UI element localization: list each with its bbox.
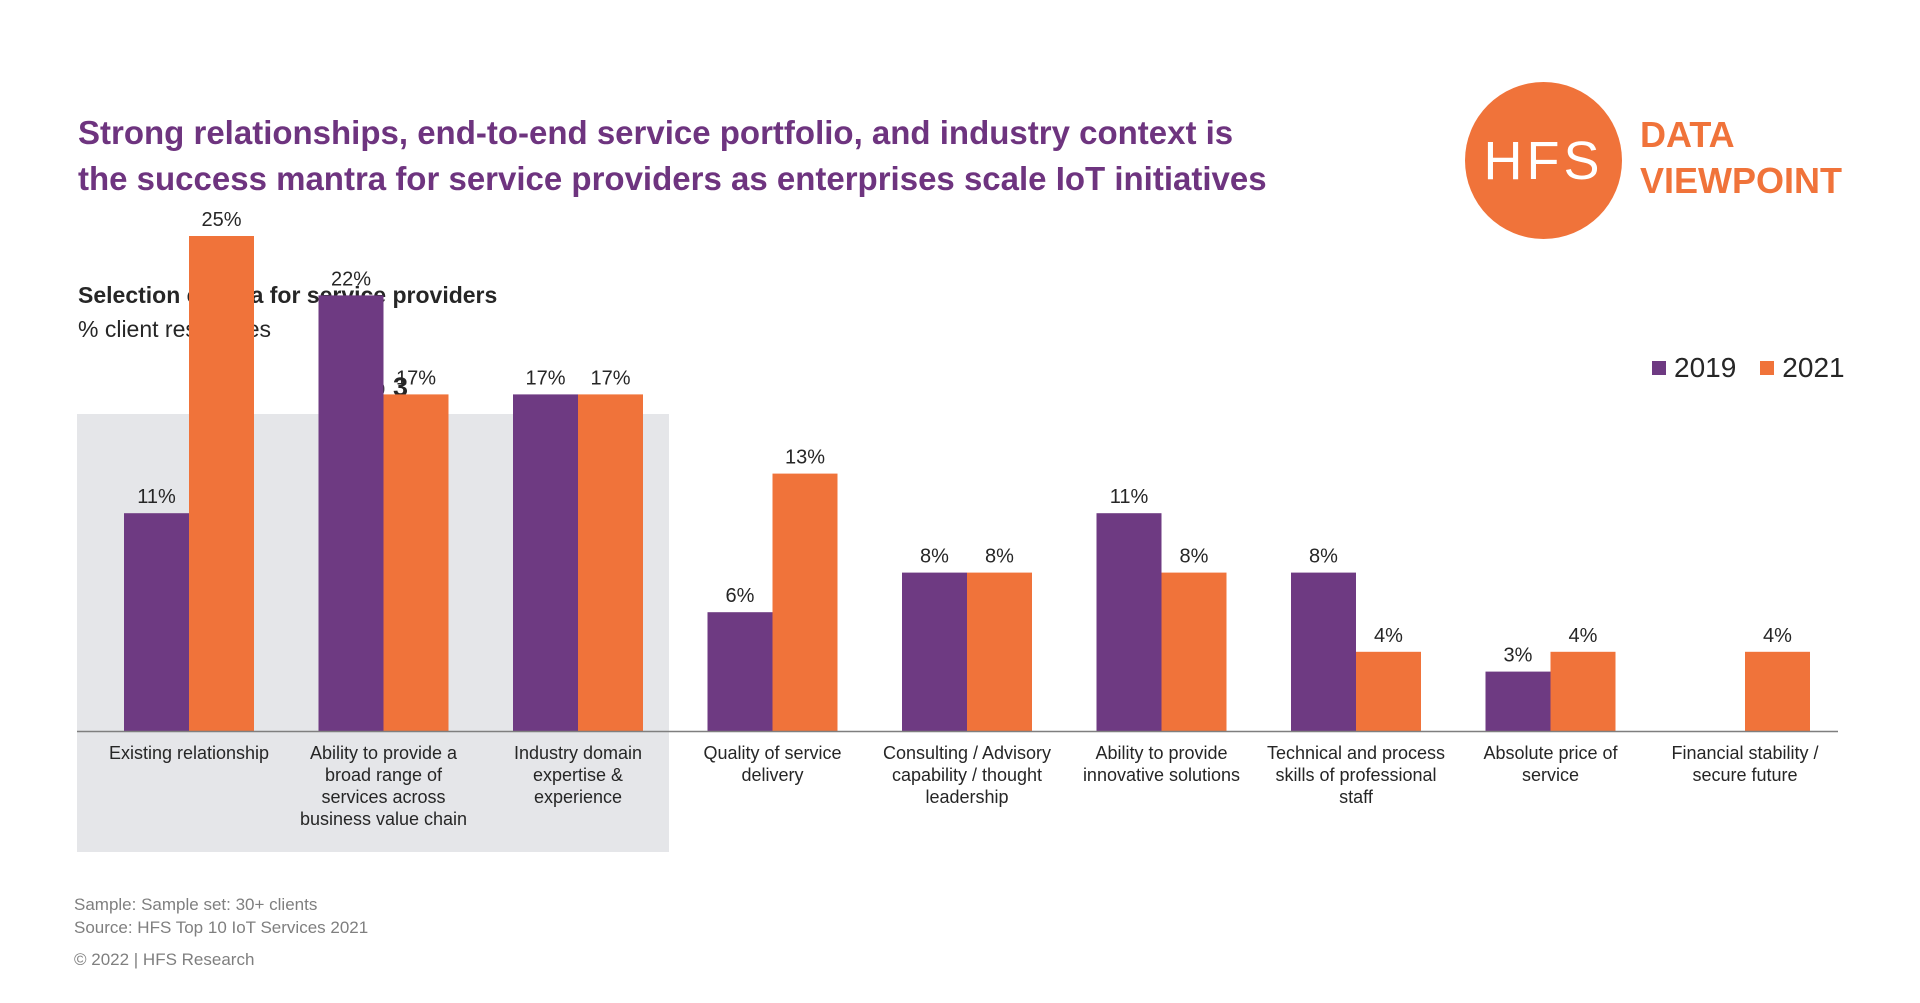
bar-2019-7: [1291, 572, 1356, 731]
legend-label-2019: 2019: [1674, 352, 1737, 383]
category-label-line: innovative solutions: [1082, 765, 1241, 785]
data-label-2019-6: 11%: [1110, 486, 1149, 508]
category-label-line: broad range of: [324, 765, 443, 785]
hfs-logo: HFS: [1465, 82, 1622, 239]
data-label-2019-7: 8%: [1309, 546, 1338, 568]
bar-2021-6: [1161, 572, 1227, 731]
category-label-line: leadership: [925, 787, 1009, 807]
category-label-7: Technical and process skills of professio…: [1264, 742, 1448, 808]
legend-item-2019: 2019: [1652, 352, 1736, 384]
data-label-2021-3: 17%: [590, 367, 630, 389]
category-label-line: capability / thought: [891, 765, 1043, 785]
bar-2019-3: [513, 394, 578, 731]
data-label-2021-2: 17%: [396, 367, 436, 389]
data-label-2019-3: 17%: [525, 367, 565, 389]
category-label-line: secure future: [1692, 765, 1798, 785]
category-label-line: Industry domain: [513, 743, 643, 763]
category-label-line: service: [1521, 765, 1579, 785]
bar-2021-9: [1745, 651, 1810, 731]
bar-2021-1: [189, 236, 254, 731]
bar-2021-4: [772, 473, 838, 731]
legend-item-2021: 2021: [1760, 352, 1845, 384]
bar-2019-5: [902, 572, 967, 731]
data-label-2019-2: 22%: [331, 268, 371, 290]
data-label-2021-1: 25%: [201, 209, 241, 231]
category-label-line: delivery: [741, 765, 804, 785]
category-label-2: Ability to provide a broad range of servic…: [292, 742, 476, 830]
bar-2019-2: [318, 295, 384, 731]
bar-2019-4: [707, 612, 773, 731]
category-label-line: business value chain: [299, 809, 468, 829]
data-label-2021-7: 4%: [1374, 625, 1403, 647]
category-label-line: Absolute price of: [1483, 743, 1618, 763]
chart-legend: 2019 2021: [1652, 352, 1859, 384]
category-label-line: Quality of service: [703, 743, 842, 763]
data-label-2019-8: 3%: [1504, 645, 1533, 667]
bar-2019-6: [1096, 513, 1162, 731]
data-viewpoint-tag: DATA VIEWPOINT: [1640, 112, 1842, 204]
legend-label-2021: 2021: [1782, 352, 1845, 383]
data-label-2021-9: 4%: [1763, 625, 1792, 647]
category-label-line: skills of professional: [1275, 765, 1437, 785]
chart-title: Selection criteria for service providers: [78, 282, 498, 308]
category-label-line: staff: [1339, 787, 1373, 807]
headline-line-1: Strong relationships, end-to-end service…: [78, 114, 1234, 151]
bar-2021-3: [578, 394, 643, 731]
bar-2021-2: [383, 394, 449, 731]
data-label-2019-4: 6%: [726, 585, 755, 607]
category-label-line: services across: [321, 787, 446, 807]
bar-2021-7: [1356, 651, 1421, 731]
category-label-4: Quality of service delivery: [681, 742, 865, 786]
data-label-2021-8: 4%: [1569, 625, 1598, 647]
footnote-sample: Sample: Sample set: 30+ clients: [74, 895, 318, 914]
bar-2019-8: [1485, 671, 1551, 731]
legend-swatch-2021: [1760, 361, 1775, 375]
tag-line-2: VIEWPOINT: [1640, 160, 1843, 201]
bar-2019-1: [124, 513, 189, 731]
category-label-line: Ability to provide: [1095, 743, 1228, 763]
page-headline: Strong relationships, end-to-end service…: [78, 110, 1398, 202]
headline-line-2: the success mantra for service providers…: [78, 160, 1267, 197]
category-label-6: Ability to provide innovative solutions: [1070, 742, 1254, 786]
footnote-source: Source: HFS Top 10 IoT Services 2021: [74, 918, 369, 937]
category-label-8: Absolute price of service: [1459, 742, 1643, 786]
category-label-line: Technical and process: [1266, 743, 1446, 763]
footnote-copyright: © 2022 | HFS Research: [74, 950, 255, 969]
tag-line-1: DATA: [1640, 114, 1735, 155]
category-label-1: Existing relationship: [97, 742, 281, 764]
data-label-2021-4: 13%: [785, 447, 825, 469]
category-label-line: Ability to provide a: [309, 743, 458, 763]
data-label-2021-5: 8%: [985, 546, 1014, 568]
data-label-2019-1: 11%: [137, 486, 176, 508]
category-label-3: Industry domain expertise & experience: [486, 742, 670, 808]
category-label-9: Financial stability / secure future: [1653, 742, 1837, 786]
data-label-2021-6: 8%: [1180, 546, 1209, 568]
data-label-2019-5: 8%: [920, 546, 949, 568]
category-label-line: experience: [533, 787, 623, 807]
bar-2021-5: [967, 572, 1032, 731]
category-label-line: expertise &: [532, 765, 624, 785]
category-label-line: Consulting / Advisory: [882, 743, 1052, 763]
category-label-5: Consulting / Advisory capability / though…: [875, 742, 1059, 808]
hfs-logo-text: HFS: [1483, 130, 1604, 191]
bar-2021-8: [1550, 651, 1616, 731]
legend-swatch-2019: [1652, 361, 1666, 375]
category-label-line: Existing relationship: [108, 743, 270, 763]
category-label-line: Financial stability /: [1671, 743, 1819, 763]
